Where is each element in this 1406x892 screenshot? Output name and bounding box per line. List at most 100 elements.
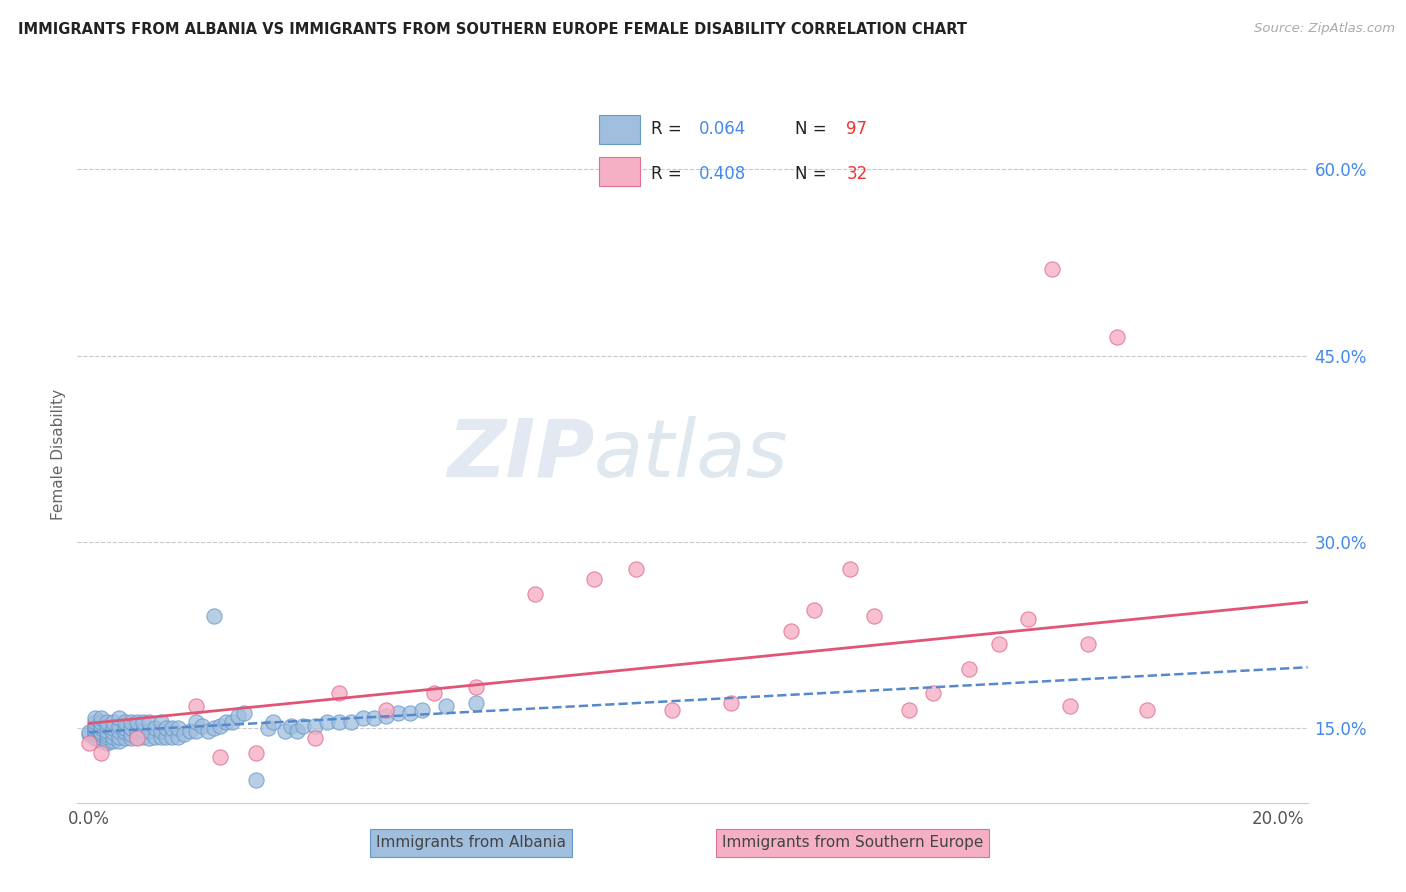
Point [90, 725, 112, 739]
Point [114, 721, 136, 735]
Point [208, 719, 231, 733]
Point [162, 721, 184, 735]
Point [191, 719, 214, 733]
Point [720, 697, 742, 711]
Text: R =: R = [651, 165, 686, 183]
Point [96, 733, 118, 747]
Point [149, 714, 172, 729]
Point [114, 714, 136, 729]
Point [90, 721, 112, 735]
Point [464, 680, 486, 694]
Point [143, 721, 166, 735]
Point [957, 662, 980, 676]
Point [262, 714, 284, 729]
Point [339, 714, 361, 729]
Point [1077, 637, 1099, 651]
Text: Source: ZipAtlas.com: Source: ZipAtlas.com [1254, 22, 1395, 36]
Point [108, 733, 131, 747]
Point [245, 746, 267, 760]
Point [352, 711, 374, 725]
Point [125, 730, 148, 744]
Point [221, 714, 243, 729]
Point [423, 686, 446, 700]
Point [186, 714, 208, 729]
Point [138, 731, 160, 746]
Point [304, 731, 326, 746]
Point [114, 725, 136, 739]
FancyBboxPatch shape [599, 157, 640, 186]
Point [274, 723, 297, 738]
Point [186, 723, 208, 738]
Point [208, 749, 231, 764]
Point [108, 730, 131, 744]
Point [131, 730, 153, 744]
Point [101, 725, 124, 739]
Point [464, 697, 486, 711]
Point [138, 714, 160, 729]
Point [90, 733, 112, 747]
Point [77, 727, 100, 741]
Point [77, 736, 100, 750]
Point [162, 730, 184, 744]
Point [232, 706, 254, 721]
Point [328, 686, 350, 700]
Point [96, 714, 118, 729]
Point [84, 711, 107, 725]
Point [167, 721, 190, 735]
Point [1107, 330, 1129, 344]
Point [328, 714, 350, 729]
Point [120, 714, 142, 729]
Point [96, 727, 118, 741]
Point [186, 698, 208, 713]
Point [387, 706, 409, 721]
Point [363, 711, 385, 725]
Point [1017, 612, 1039, 626]
Text: R =: R = [651, 120, 686, 138]
Text: N =: N = [794, 165, 831, 183]
Point [84, 719, 107, 733]
Point [375, 703, 398, 717]
Point [90, 746, 112, 760]
Point [245, 773, 267, 788]
Point [84, 727, 107, 741]
Point [285, 723, 308, 738]
Point [583, 572, 606, 586]
Point [125, 714, 148, 729]
Text: ZIP: ZIP [447, 416, 595, 494]
Point [125, 723, 148, 738]
Point [101, 730, 124, 744]
Point [215, 714, 238, 729]
Point [138, 723, 160, 738]
Point [1177, 823, 1199, 838]
Point [84, 723, 107, 738]
Point [84, 720, 107, 734]
Point [839, 562, 862, 576]
Point [202, 609, 225, 624]
Text: IMMIGRANTS FROM ALBANIA VS IMMIGRANTS FROM SOUTHERN EUROPE FEMALE DISABILITY COR: IMMIGRANTS FROM ALBANIA VS IMMIGRANTS FR… [18, 22, 967, 37]
Point [280, 719, 302, 733]
Point [120, 727, 142, 741]
Text: 0.408: 0.408 [699, 165, 745, 183]
Point [101, 733, 124, 747]
Point [167, 730, 190, 744]
Point [90, 719, 112, 733]
Point [96, 736, 118, 750]
Point [90, 714, 112, 729]
Point [90, 711, 112, 725]
Point [155, 721, 177, 735]
Point [101, 714, 124, 729]
Point [84, 725, 107, 739]
Point [197, 723, 219, 738]
Point [90, 727, 112, 741]
Point [108, 711, 131, 725]
Point [179, 723, 201, 738]
Point [90, 730, 112, 744]
Point [96, 719, 118, 733]
Point [987, 637, 1010, 651]
Point [84, 730, 107, 744]
Point [131, 723, 153, 738]
Point [108, 719, 131, 733]
Text: 32: 32 [846, 165, 868, 183]
Point [155, 730, 177, 744]
Point [661, 703, 683, 717]
